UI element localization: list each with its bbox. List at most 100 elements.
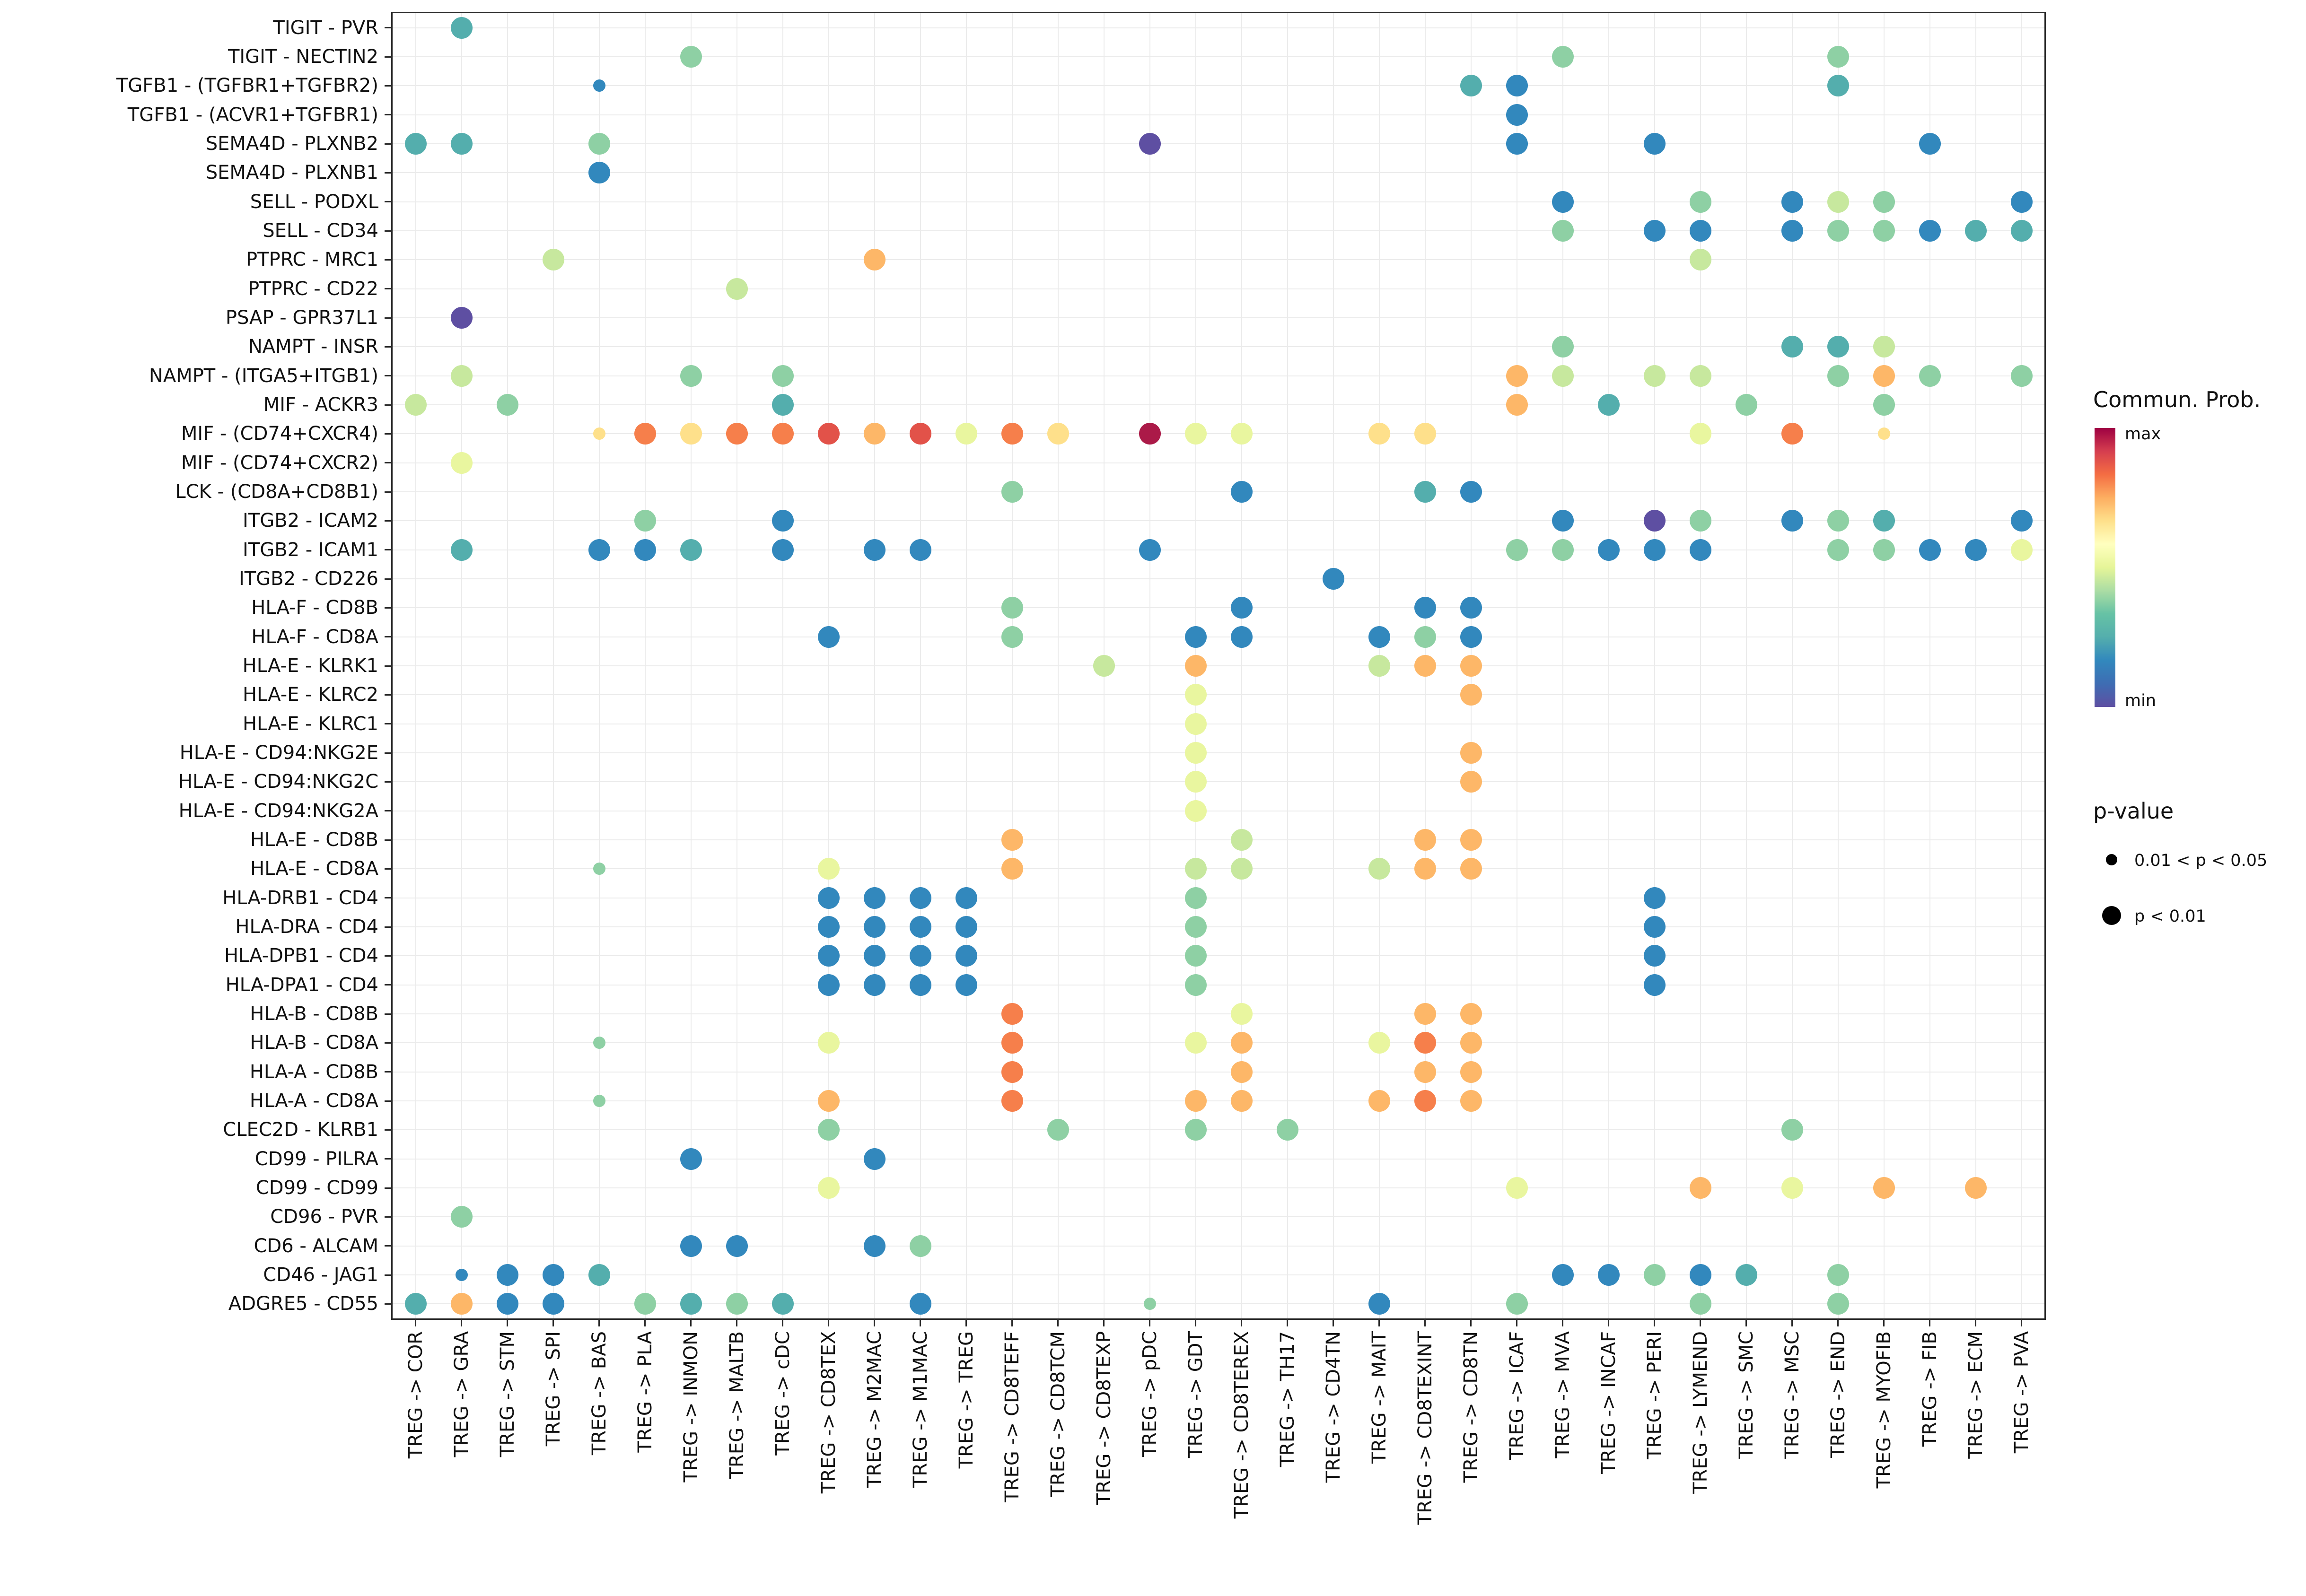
y-axis-tick (385, 839, 391, 841)
data-point (1689, 191, 1711, 213)
data-point (1184, 1090, 1207, 1112)
grid-line-horizontal (393, 1245, 2044, 1247)
x-axis-tick (1516, 1320, 1517, 1326)
data-point (404, 394, 427, 416)
colorbar-gradient (2095, 428, 2115, 707)
data-point (863, 916, 886, 938)
data-point (817, 1177, 840, 1199)
y-axis-label: HLA-DRA - CD4 (235, 916, 378, 938)
y-axis-label: PTPRC - CD22 (248, 278, 378, 300)
data-point (1001, 1003, 1023, 1025)
y-axis-tick (385, 1129, 391, 1131)
data-point (772, 510, 794, 532)
data-point (634, 539, 656, 561)
y-axis-label: HLA-A - CD8A (249, 1090, 378, 1112)
x-axis-label: TREG -> PVA (2010, 1331, 2033, 1454)
data-point (1643, 945, 1666, 967)
grid-line-horizontal (393, 1274, 2044, 1275)
y-axis-label: TGFB1 - (TGFBR1+TGFBR2) (116, 75, 378, 97)
pvalue-legend-title: p-value (2093, 798, 2174, 824)
x-axis-label: TREG -> CD8TCM (1047, 1331, 1069, 1497)
data-point (1506, 1293, 1528, 1315)
plot-panel (391, 12, 2046, 1320)
data-point (726, 423, 748, 445)
y-axis-tick (385, 56, 391, 58)
data-point (588, 162, 610, 184)
y-axis-label: HLA-E - CD94:NKG2E (179, 742, 378, 764)
y-axis-label: HLA-E - KLRK1 (242, 655, 378, 677)
data-point (2010, 365, 2033, 387)
y-axis-tick (385, 433, 391, 435)
data-point (1460, 1061, 1482, 1083)
y-axis-tick (385, 1303, 391, 1305)
data-point (1781, 220, 1803, 242)
data-point (1414, 1003, 1436, 1025)
grid-line-horizontal (393, 172, 2044, 174)
data-point (1827, 220, 1849, 242)
data-point (1689, 423, 1711, 445)
data-point (1139, 133, 1161, 155)
x-axis-tick (1654, 1320, 1655, 1326)
x-axis-tick (1378, 1320, 1380, 1326)
y-axis-tick (385, 607, 391, 609)
data-point (593, 863, 605, 875)
data-point (450, 539, 473, 561)
x-axis-label: TREG -> LYMEND (1689, 1331, 1711, 1494)
data-point (863, 1148, 886, 1170)
pvalue-large-label: p < 0.01 (2134, 907, 2206, 926)
data-point (1184, 945, 1207, 967)
data-point (450, 1293, 473, 1315)
data-point (1276, 1119, 1298, 1141)
data-point (1184, 974, 1207, 996)
y-axis-tick (385, 172, 391, 174)
x-axis-label: TREG -> CD8TEREX (1230, 1331, 1253, 1519)
data-point (1414, 597, 1436, 619)
data-point (1184, 1032, 1207, 1054)
x-axis-label: TREG -> M1MAC (909, 1331, 931, 1488)
data-point (1873, 394, 1895, 416)
x-axis-tick (1929, 1320, 1930, 1326)
grid-line-horizontal (393, 520, 2044, 522)
data-point (450, 307, 473, 329)
y-axis-tick (385, 665, 391, 667)
data-point (404, 1293, 427, 1315)
x-axis-label: TREG -> CD8TN (1460, 1331, 1482, 1483)
data-point (1001, 481, 1023, 503)
data-point (1552, 510, 1574, 532)
data-point (1781, 336, 1803, 358)
data-point (1919, 365, 1941, 387)
x-axis-label: TREG -> PLA (634, 1331, 656, 1453)
data-point (726, 1235, 748, 1257)
y-axis-label: MIF - ACKR3 (263, 394, 378, 416)
data-point (1735, 394, 1757, 416)
data-point (1506, 365, 1528, 387)
grid-line-horizontal (393, 317, 2044, 318)
x-axis-tick (965, 1320, 967, 1326)
x-axis-tick (920, 1320, 921, 1326)
x-axis-label: TREG -> INMON (680, 1331, 702, 1483)
data-point (1873, 510, 1895, 532)
x-axis-label: TREG -> MSC (1781, 1331, 1803, 1459)
y-axis-tick (385, 230, 391, 232)
y-axis-label: ADGRE5 - CD55 (228, 1293, 378, 1315)
colorbar-min-label: min (2125, 691, 2157, 710)
data-point (1827, 1293, 1849, 1315)
grid-line-horizontal (393, 288, 2044, 289)
y-axis-tick (385, 549, 391, 551)
data-point (1460, 771, 1482, 793)
grid-line-horizontal (393, 578, 2044, 579)
data-point (1184, 423, 1207, 445)
data-point (1184, 771, 1207, 793)
data-point (1643, 916, 1666, 938)
y-axis-tick (385, 781, 391, 783)
data-point (772, 539, 794, 561)
y-axis-label: HLA-B - CD8A (250, 1032, 378, 1054)
data-point (1873, 191, 1895, 213)
data-point (863, 974, 886, 996)
y-axis-label: CD96 - PVR (270, 1206, 378, 1228)
y-axis-label: SEMA4D - PLXNB2 (205, 133, 378, 155)
data-point (863, 887, 886, 909)
data-point (955, 974, 977, 996)
data-point (955, 423, 977, 445)
y-axis-label: ITGB2 - ICAM2 (242, 510, 378, 532)
